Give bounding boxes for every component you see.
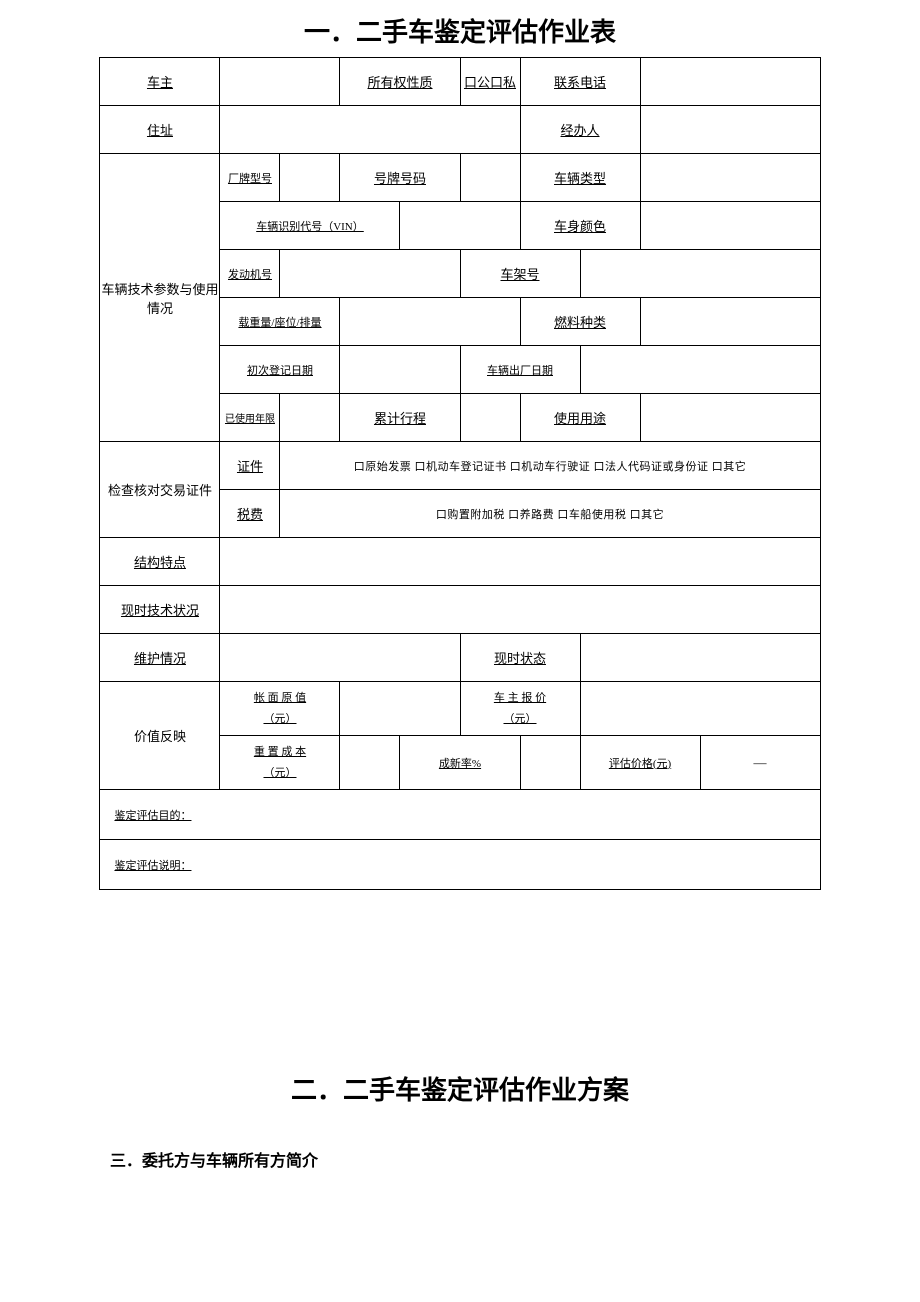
value-structure bbox=[220, 538, 820, 586]
section-tech-params: 车辆技术参数与使用情况 bbox=[100, 154, 220, 442]
value-fuel-type bbox=[640, 298, 820, 346]
value-handler bbox=[640, 106, 820, 154]
value-taxes: 口购置附加税 口养路费 口车船使用税 口其它 bbox=[280, 490, 820, 538]
label-address: 住址 bbox=[100, 106, 220, 154]
section-docs-check: 检查核对交易证件 bbox=[100, 442, 220, 538]
label-mileage: 累计行程 bbox=[340, 394, 460, 442]
label-body-color: 车身颜色 bbox=[520, 202, 640, 250]
value-book-value bbox=[340, 682, 460, 736]
label-certificates: 证件 bbox=[220, 442, 280, 490]
appraisal-table: 车主 所有权性质 口公口私 联系电话 住址 经办人 车辆技术参数与使用情况 厂牌… bbox=[99, 57, 820, 890]
label-engine-no: 发动机号 bbox=[220, 250, 280, 298]
value-load-seat-disp bbox=[340, 298, 520, 346]
value-mileage bbox=[460, 394, 520, 442]
value-engine-no bbox=[280, 250, 460, 298]
label-maintenance: 维护情况 bbox=[100, 634, 220, 682]
value-renew-rate bbox=[520, 736, 580, 790]
value-certificates: 口原始发票 口机动车登记证书 口机动车行驶证 口法人代码证或身份证 口其它 bbox=[280, 442, 820, 490]
value-owner bbox=[220, 58, 340, 106]
section-value: 价值反映 bbox=[100, 682, 220, 790]
row-purpose: 鉴定评估目的： bbox=[100, 790, 820, 840]
label-phone: 联系电话 bbox=[520, 58, 640, 106]
label-owner: 车主 bbox=[100, 58, 220, 106]
subheading-3: 三．委托方与车辆所有方简介 bbox=[110, 1147, 920, 1171]
page-title-2: 二．二手车鉴定评估作业方案 bbox=[0, 1070, 920, 1107]
value-vin bbox=[400, 202, 520, 250]
label-load-seat-disp: 载重量/座位/排量 bbox=[220, 298, 340, 346]
value-usage bbox=[640, 394, 820, 442]
value-factory-date bbox=[580, 346, 820, 394]
value-replace-cost bbox=[340, 736, 400, 790]
value-maintenance bbox=[220, 634, 460, 682]
label-tech-status: 现时技术状况 bbox=[100, 586, 220, 634]
label-first-reg: 初次登记日期 bbox=[220, 346, 340, 394]
label-handler: 经办人 bbox=[520, 106, 640, 154]
page-title-1: 一．二手车鉴定评估作业表 bbox=[0, 12, 920, 49]
label-current-state: 现时状态 bbox=[460, 634, 580, 682]
value-phone bbox=[640, 58, 820, 106]
value-appraisal-price: — bbox=[700, 736, 820, 790]
value-frame-no bbox=[580, 250, 820, 298]
value-address bbox=[220, 106, 520, 154]
label-vehicle-type: 车辆类型 bbox=[520, 154, 640, 202]
value-plate-no bbox=[460, 154, 520, 202]
label-book-value: 帐 面 原 值（元） bbox=[220, 682, 340, 736]
label-fuel-type: 燃料种类 bbox=[520, 298, 640, 346]
label-owner-quote: 车 主 报 价（元） bbox=[460, 682, 580, 736]
value-body-color bbox=[640, 202, 820, 250]
value-owner-quote bbox=[580, 682, 820, 736]
label-usage: 使用用途 bbox=[520, 394, 640, 442]
label-appraisal-price: 评估价格(元) bbox=[580, 736, 700, 790]
label-vin: 车辆识别代号（VIN） bbox=[220, 202, 400, 250]
label-renew-rate: 成新率% bbox=[400, 736, 520, 790]
label-used-years: 已使用年限 bbox=[220, 394, 280, 442]
value-vehicle-type bbox=[640, 154, 820, 202]
label-replace-cost: 重 置 成 本（元） bbox=[220, 736, 340, 790]
label-taxes: 税费 bbox=[220, 490, 280, 538]
value-current-state bbox=[580, 634, 820, 682]
label-brand-model: 厂牌型号 bbox=[220, 154, 280, 202]
label-frame-no: 车架号 bbox=[460, 250, 580, 298]
value-ownership-nature: 口公口私 bbox=[460, 58, 520, 106]
value-used-years bbox=[280, 394, 340, 442]
value-first-reg bbox=[340, 346, 460, 394]
value-brand-model bbox=[280, 154, 340, 202]
value-tech-status bbox=[220, 586, 820, 634]
label-factory-date: 车辆出厂日期 bbox=[460, 346, 580, 394]
label-plate-no: 号牌号码 bbox=[340, 154, 460, 202]
label-ownership-nature: 所有权性质 bbox=[340, 58, 460, 106]
row-notes: 鉴定评估说明： bbox=[100, 840, 820, 890]
label-structure: 结构特点 bbox=[100, 538, 220, 586]
